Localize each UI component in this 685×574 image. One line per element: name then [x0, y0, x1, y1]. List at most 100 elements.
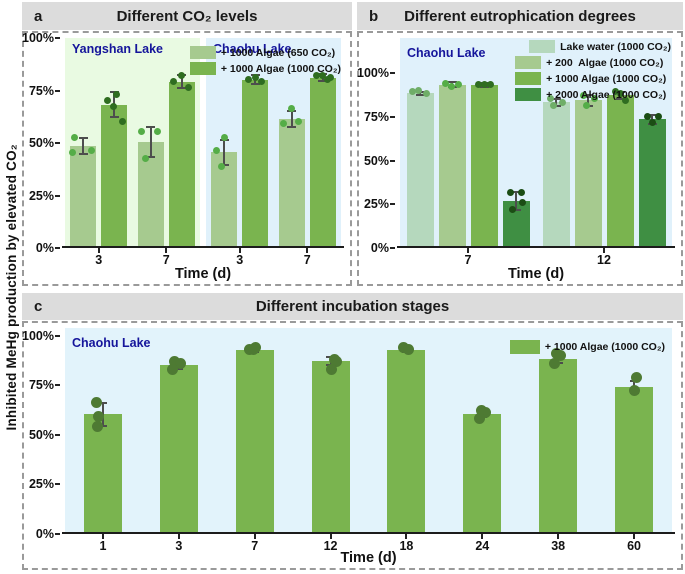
data-point [154, 128, 162, 136]
y-tick-label: 75% [363, 109, 389, 124]
error-bar-cap [146, 126, 156, 129]
x-tick-label: 24 [475, 539, 490, 553]
y-tick-label: 25% [363, 197, 389, 212]
panel-a-title: Different CO₂ levels [116, 7, 258, 25]
bar-slot [438, 38, 466, 246]
data-point [112, 90, 120, 98]
x-tick-mark [165, 248, 168, 253]
bar [311, 361, 350, 532]
data-point [217, 163, 225, 171]
data-point [212, 146, 220, 154]
bar-group [444, 328, 520, 532]
bar [387, 349, 426, 532]
legend-label: + 1000 Algae (1000 CO₂) [220, 62, 341, 75]
data-point [648, 119, 656, 127]
error-bar-cap [109, 116, 119, 119]
bar-group [217, 328, 293, 532]
x-tick-mark [306, 248, 309, 253]
x-tick-label: 38 [551, 539, 566, 553]
y-tick-mark [55, 533, 60, 535]
bar-slot [542, 38, 570, 246]
bar-slot [406, 38, 434, 246]
x-tick: 3 [65, 248, 133, 267]
data-point [480, 81, 488, 89]
y-axis-title: Inhibited MeHg production by elevated CO… [0, 0, 22, 574]
x-axis-title: Time (d) [507, 266, 565, 282]
bar [70, 146, 97, 246]
y-tick-label: 50% [28, 136, 54, 150]
bar [235, 349, 274, 532]
bar-slot [168, 38, 195, 246]
panel-a: 0% 25% 50% 75% 100% Yangshan Lake Chaohu Lake +… [22, 31, 352, 286]
data-point [319, 71, 327, 79]
bar-slot [638, 38, 666, 246]
error-bar [223, 139, 226, 165]
x-tick-label: 1 [99, 539, 107, 553]
x-tick: 1 [65, 534, 141, 553]
data-point [546, 95, 554, 103]
bar-group [536, 38, 672, 246]
data-point [288, 105, 296, 113]
plot-region: Chaohu Lake [206, 38, 341, 246]
error-bar-cap [615, 97, 625, 100]
data-point [611, 88, 619, 96]
y-tick-mark [55, 483, 60, 486]
panel-a-letter: a [34, 7, 43, 25]
data-point [473, 412, 485, 424]
data-point [506, 188, 514, 196]
data-point [590, 95, 598, 103]
data-point [558, 98, 566, 106]
bar-slot [242, 38, 269, 246]
y-tick-mark [55, 37, 60, 39]
y-tick-mark [55, 142, 60, 144]
plot-area: Chaohu Lake Lake water (1000 CO₂) + 200 Al… [397, 38, 675, 248]
y-tick-mark [390, 247, 395, 249]
x-tick-mark [633, 534, 636, 539]
y-tick-mark [55, 384, 60, 387]
data-point [408, 88, 416, 96]
bar-slot [309, 38, 336, 246]
x-tick-label: 18 [399, 539, 414, 553]
x-axis-title: Time (d) [174, 266, 232, 282]
x-axis-title: Time (d) [340, 550, 397, 566]
x-tick-mark [329, 534, 332, 539]
data-point [518, 199, 526, 207]
y-tick-label: 0% [35, 527, 54, 541]
bar [606, 95, 634, 246]
y-tick-mark [390, 72, 395, 74]
y-tick-mark [55, 334, 60, 337]
y-tick-label: 100% [22, 328, 54, 343]
bar-slot [502, 38, 530, 246]
legend-entry: + 1000 Algae (650 CO₂) [189, 46, 341, 59]
error-bar [149, 127, 152, 157]
y-tick-label: 25% [28, 188, 54, 203]
data-point [220, 134, 228, 142]
x-tick-label: 7 [464, 253, 472, 267]
x-tick-mark [177, 534, 180, 539]
x-tick-mark [481, 534, 484, 539]
data-point [422, 89, 430, 97]
lake-label: Chaohu Lake [213, 42, 292, 56]
bar [309, 77, 336, 246]
panel-c-title: Different incubation stages [255, 298, 450, 315]
bar [539, 359, 578, 532]
bar-group [596, 328, 672, 532]
data-point [486, 81, 494, 89]
bar [278, 119, 305, 246]
data-point [549, 102, 557, 110]
plot-region: Yangshan Lake [65, 38, 200, 246]
x-axis: 7 12 [397, 248, 675, 267]
bar-slot [463, 328, 502, 532]
bar [406, 93, 434, 246]
x-tick-label: 7 [162, 253, 170, 267]
x-tick-label: 60 [627, 539, 642, 553]
error-bar [515, 192, 517, 210]
bar-slot [615, 328, 654, 532]
x-tick: 3 [206, 248, 274, 267]
y-tick-label: 50% [363, 153, 389, 168]
y-tick-label: 0% [370, 241, 389, 255]
bar-slot [311, 328, 350, 532]
legend-label: + 200 Algae (1000 CO₂) [546, 56, 664, 69]
